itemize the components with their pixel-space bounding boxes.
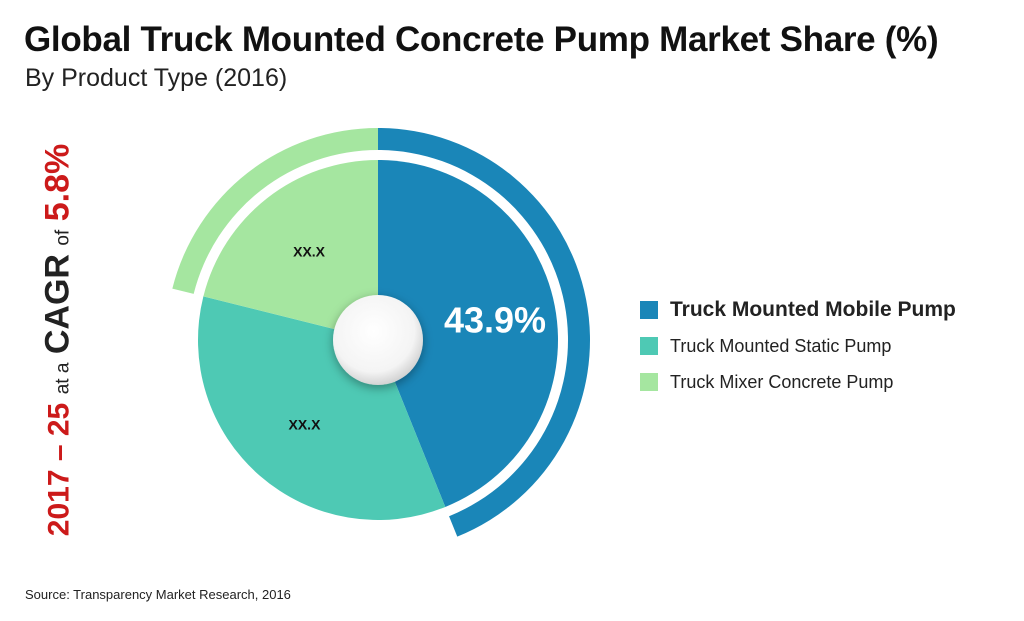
pie-slice-static xyxy=(198,296,446,520)
legend-swatch-mixer xyxy=(640,373,658,391)
legend-label-mobile: Truck Mounted Mobile Pump xyxy=(670,298,956,321)
source-note: Source: Transparency Market Research, 20… xyxy=(25,587,291,602)
legend: Truck Mounted Mobile Pump Truck Mounted … xyxy=(640,292,956,400)
pie-slice-mobile xyxy=(378,160,558,507)
legend-swatch-mobile xyxy=(640,301,658,319)
center-hub xyxy=(333,295,423,385)
chart-subtitle: By Product Type (2016) xyxy=(25,64,288,92)
legend-item-static: Truck Mounted Static Pump xyxy=(640,328,956,364)
slice-label-mobile: 43.9% xyxy=(444,300,546,341)
pie-slice-mixer xyxy=(203,160,378,340)
legend-item-mixer: Truck Mixer Concrete Pump xyxy=(640,364,956,400)
outer-ring-mixer xyxy=(172,128,378,294)
slice-label-mixer: XX.X xyxy=(293,244,326,260)
outer-ring-mobile xyxy=(378,128,591,537)
legend-label-mixer: Truck Mixer Concrete Pump xyxy=(670,371,894,392)
legend-swatch-static xyxy=(640,337,658,355)
legend-label-static: Truck Mounted Static Pump xyxy=(670,335,892,356)
legend-item-mobile: Truck Mounted Mobile Pump xyxy=(640,292,956,328)
chart-title: Global Truck Mounted Concrete Pump Marke… xyxy=(24,20,939,59)
slice-label-static: XX.X xyxy=(289,416,322,432)
